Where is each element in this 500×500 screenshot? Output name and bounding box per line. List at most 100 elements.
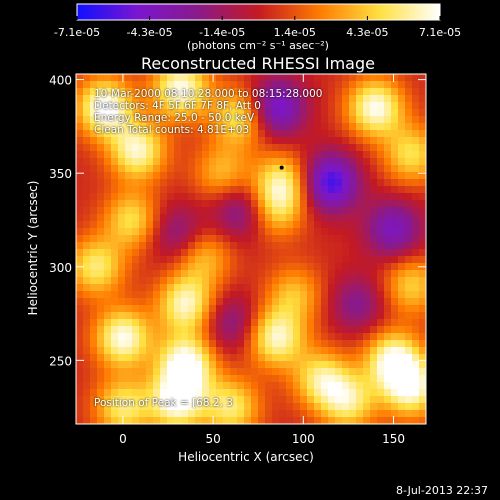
heatmap-cell [384,214,392,222]
heatmap-cell [244,326,252,334]
heatmap-cell [153,95,161,103]
heatmap-cell [300,137,308,145]
heatmap-cell [363,109,371,117]
heatmap-cell [328,102,336,110]
heatmap-cell [195,102,203,110]
heatmap-cell [216,242,224,250]
heatmap-cell [356,193,364,201]
heatmap-cell [384,305,392,313]
heatmap-cell [195,354,203,362]
heatmap-cell [293,291,301,299]
heatmap-cell [118,389,126,397]
heatmap-cell [125,200,133,208]
heatmap-cell [223,284,231,292]
heatmap-cell [125,81,133,89]
heatmap-cell [377,186,385,194]
heatmap-cell [286,74,294,82]
heatmap-cell [153,319,161,327]
heatmap-cell [111,214,119,222]
heatmap-cell [216,116,224,124]
heatmap-cell [111,270,119,278]
heatmap-cell [384,235,392,243]
heatmap-cell [230,242,238,250]
heatmap-cell [272,116,280,124]
heatmap-cell [377,214,385,222]
heatmap-cell [391,158,399,166]
heatmap-cell [146,81,154,89]
heatmap-cell [118,354,126,362]
heatmap-cell [118,102,126,110]
heatmap-cell [97,74,105,82]
heatmap-cell [391,333,399,341]
heatmap-cell [223,207,231,215]
heatmap-cell [244,151,252,159]
heatmap-cell [216,256,224,264]
heatmap-cell [258,74,266,82]
heatmap-cell [377,375,385,383]
heatmap-cell [391,81,399,89]
heatmap-cell [181,382,189,390]
heatmap-cell [398,74,406,82]
heatmap-cell [342,263,350,271]
heatmap-cell [349,221,357,229]
heatmap-cell [202,186,210,194]
heatmap-cell [118,256,126,264]
heatmap-cell [258,193,266,201]
heatmap-cell [153,200,161,208]
heatmap-cell [356,130,364,138]
heatmap-cell [363,74,371,82]
peak-position-label: Position of Peak = [68.2, 3 [94,397,233,409]
heatmap-cell [405,326,413,334]
heatmap-cell [153,256,161,264]
heatmap-cell [370,284,378,292]
heatmap-cell [349,403,357,411]
heatmap-cell [398,179,406,187]
heatmap-cell [398,81,406,89]
heatmap-cell [174,221,182,229]
heatmap-cell [132,382,140,390]
heatmap-cell [188,298,196,306]
heatmap-cell [111,347,119,355]
heatmap-cell [97,116,105,124]
heatmap-cell [321,102,329,110]
heatmap-cell [419,319,426,327]
heatmap-cell [223,81,231,89]
heatmap-cell [419,340,426,348]
heatmap-cell [125,417,133,424]
heatmap-cell [405,228,413,236]
heatmap-cell [244,403,252,411]
heatmap-cell [139,151,147,159]
heatmap-cell [265,410,273,418]
heatmap-cell [83,172,91,180]
heatmap-cell [237,417,245,424]
heatmap-cell [223,172,231,180]
heatmap-cell [244,389,252,397]
heatmap-cell [419,200,426,208]
heatmap-cell [132,410,140,418]
heatmap-cell [279,235,287,243]
heatmap-cell [132,200,140,208]
heatmap-cell [349,165,357,173]
heatmap-cell [195,151,203,159]
heatmap-cell [174,417,182,424]
heatmap-cell [412,312,420,320]
heatmap-cell [83,116,91,124]
heatmap-cell [272,417,280,424]
heatmap-cell [349,172,357,180]
heatmap-cell [419,249,426,257]
heatmap-cell [391,298,399,306]
heatmap-cell [342,389,350,397]
heatmap-cell [97,200,105,208]
heatmap-cell [398,319,406,327]
heatmap-cell [216,263,224,271]
heatmap-cell [286,375,294,383]
heatmap-cell [202,389,210,397]
heatmap-cell [90,200,98,208]
heatmap-cell [349,361,357,369]
heatmap-cell [174,298,182,306]
heatmap-cell [167,109,175,117]
heatmap-cell [342,270,350,278]
heatmap-cell [349,116,357,124]
heatmap-cell [412,214,420,222]
heatmap-cell [230,417,238,424]
